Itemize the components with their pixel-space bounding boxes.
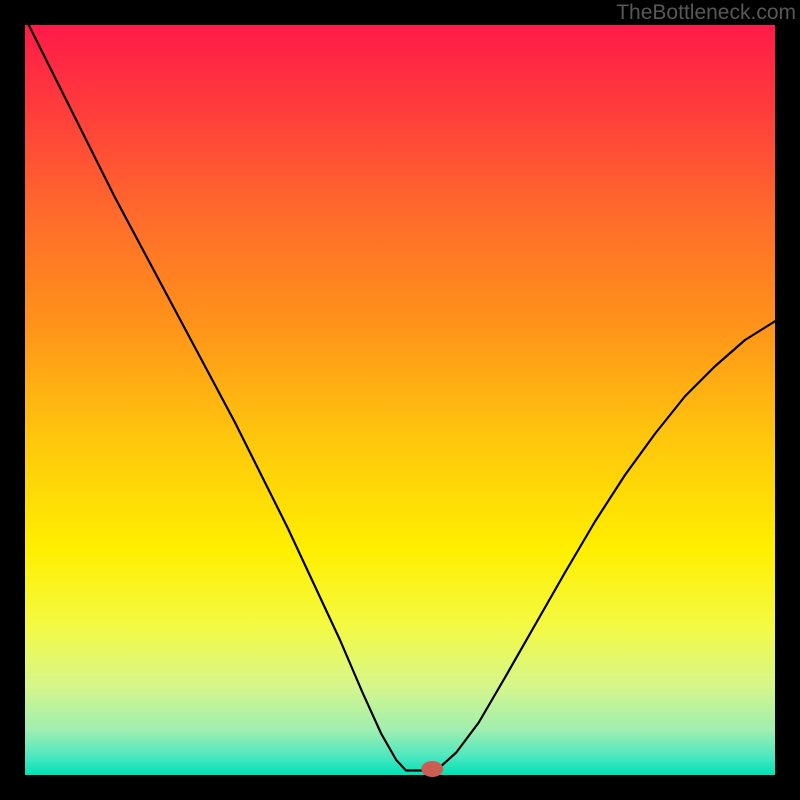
optimal-marker <box>421 761 443 777</box>
bottleneck-chart <box>0 0 800 800</box>
plot-background <box>25 25 775 775</box>
chart-container: TheBottleneck.com <box>0 0 800 800</box>
watermark-text: TheBottleneck.com <box>616 1 796 25</box>
